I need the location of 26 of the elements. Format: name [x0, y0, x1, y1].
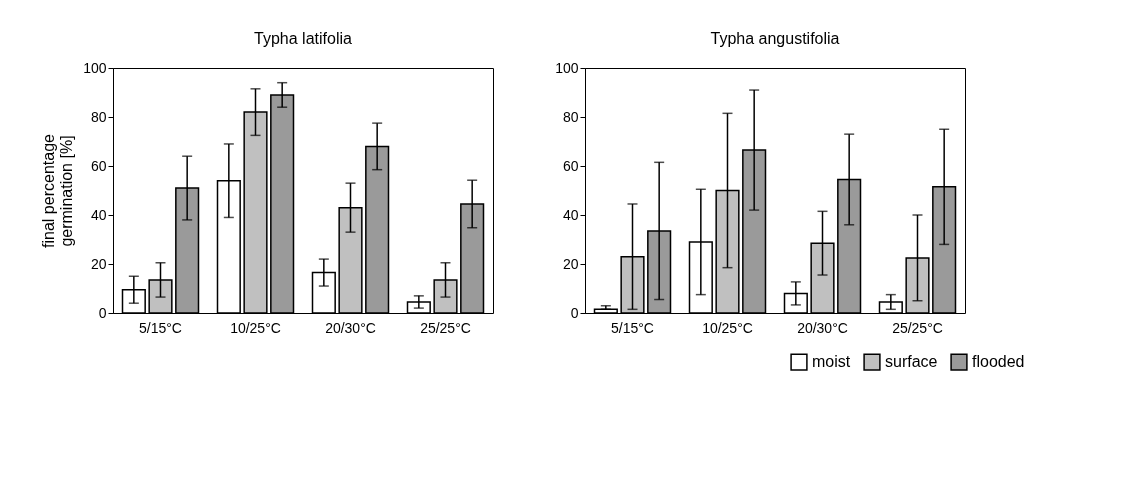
x-tick-label: 20/30°C [325, 319, 376, 336]
x-tick-label: 25/25°C [892, 319, 943, 336]
y-tick-label: 100 [83, 59, 107, 76]
y-tick-label: 60 [90, 157, 107, 174]
y-axis-title: final percentage germination [%] [40, 133, 76, 248]
y-tick-label: 20 [90, 255, 107, 272]
x-tick-label: 20/30°C [797, 319, 848, 336]
chart-title: Typha latifolia [254, 30, 353, 47]
y-tick-label: 0 [98, 304, 107, 321]
legend-label: flooded [972, 353, 1025, 371]
y-tick-label: 100 [555, 59, 579, 76]
x-tick-label: 10/25°C [230, 319, 281, 336]
legend-label: surface [885, 353, 938, 371]
y-tick-label: 20 [562, 255, 579, 272]
y-tick-label: 40 [90, 206, 107, 223]
chart-title: Typha angustifolia [710, 30, 840, 47]
x-tick-label: 10/25°C [702, 319, 753, 336]
y-tick-label: 80 [90, 108, 107, 125]
y-tick-label: 60 [562, 157, 579, 174]
y-tick-label: 0 [570, 304, 579, 321]
legend-label: moist [812, 353, 851, 371]
x-tick-label: 5/15°C [611, 319, 654, 336]
x-tick-label: 5/15°C [139, 319, 182, 336]
y-tick-label: 80 [562, 108, 579, 125]
x-tick-label: 25/25°C [420, 319, 471, 336]
y-tick-label: 40 [562, 206, 579, 223]
